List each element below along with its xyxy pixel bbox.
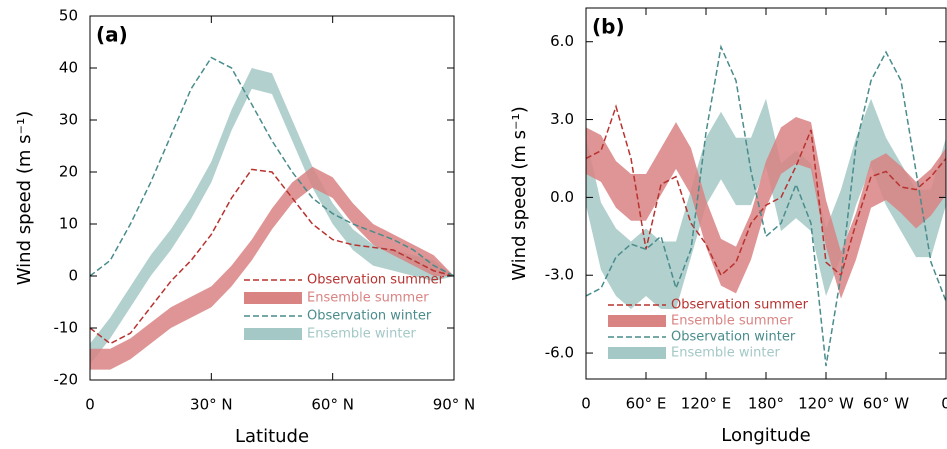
legend-label: Ensemble winter	[671, 346, 780, 361]
observation-line	[586, 104, 946, 277]
y-axis-label: Wind speed (m s⁻¹)	[14, 111, 35, 285]
x-tick-label: 120° E	[681, 395, 731, 413]
y-tick-label: -10	[54, 319, 79, 337]
plot-frame	[89, 15, 455, 381]
legend-swatch	[608, 315, 666, 327]
observation-line	[90, 168, 454, 345]
legend-swatch	[244, 292, 302, 304]
y-tick-label: 50	[59, 7, 78, 25]
y-tick-label: 3.0	[550, 110, 574, 128]
x-axis-label: Latitude	[235, 426, 309, 447]
y-tick-label: -20	[54, 371, 79, 389]
y-tick-label: -6.0	[545, 344, 574, 362]
legend-label: Observation winter	[307, 309, 432, 324]
x-tick-label: 180°	[748, 395, 784, 413]
x-tick-label: 120° W	[798, 395, 854, 413]
y-axis-label: Wind speed (m s⁻¹)	[509, 106, 530, 280]
x-tick-label: 60° N	[311, 396, 354, 414]
x-tick-label: 0	[581, 395, 591, 413]
x-tick-label: 30° N	[190, 396, 233, 414]
x-tick-label: 60° E	[626, 395, 667, 413]
ensemble-band	[586, 116, 946, 299]
y-tick-label: -3.0	[545, 266, 574, 284]
y-tick-label: 6.0	[550, 32, 574, 50]
legend-label: Observation summer	[307, 273, 445, 288]
x-tick-label: 0	[85, 396, 95, 414]
legend-label: Observation winter	[671, 330, 796, 345]
observation-line	[90, 56, 454, 277]
legend-swatch	[244, 328, 302, 340]
observation-line	[586, 44, 946, 367]
plot-area	[586, 44, 946, 367]
legend-swatch	[608, 347, 666, 359]
plot-area	[90, 56, 454, 370]
x-tick-label: 60° W	[863, 395, 909, 413]
x-axis-label: Longitude	[721, 425, 811, 446]
y-tick-label: 0.0	[550, 188, 574, 206]
panel-label: (a)	[96, 23, 128, 47]
y-tick-label: 0	[68, 267, 78, 285]
legend-label: Ensemble winter	[307, 327, 416, 342]
x-tick-label: 0	[941, 395, 947, 413]
y-tick-label: 40	[59, 59, 78, 77]
y-tick-label: 30	[59, 111, 78, 129]
panel-label: (b)	[592, 15, 625, 39]
legend-label: Observation summer	[671, 298, 809, 313]
x-tick-label: 90° N	[433, 396, 476, 414]
y-tick-label: 10	[59, 215, 78, 233]
y-tick-label: 20	[59, 163, 78, 181]
legend-label: Ensemble summer	[671, 314, 793, 329]
ensemble-band	[90, 166, 454, 370]
legend-label: Ensemble summer	[307, 291, 429, 306]
